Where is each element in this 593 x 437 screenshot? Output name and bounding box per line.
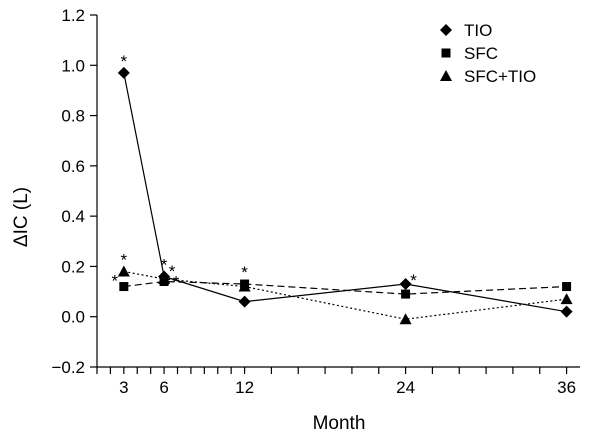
x-axis-ticks: 3 6 12 24 36 [96, 367, 576, 397]
legend-label: SFC [464, 44, 498, 63]
y-tick-label: 0.2 [61, 257, 85, 276]
significance-star: * [161, 255, 168, 274]
series-sfc-tio [117, 265, 573, 325]
legend-triangle-marker [440, 70, 452, 81]
series-line-tio [123, 72, 567, 313]
significance-star: * [121, 250, 128, 269]
y-tick-label: 1.0 [61, 56, 85, 75]
y-tick-label: 0.6 [61, 157, 85, 176]
axes: −0.20.00.20.40.60.81.01.2 3 6 12 24 36 [51, 6, 580, 397]
x-tick-label: 12 [235, 378, 254, 397]
significance-star: * [169, 262, 176, 281]
square-marker [401, 289, 411, 299]
legend: TIO SFC SFC+TIO [440, 21, 536, 86]
triangle-marker [560, 293, 573, 305]
triangle-marker [238, 280, 251, 292]
series-tio [117, 66, 573, 318]
square-marker [562, 282, 572, 292]
significance-star: * [241, 263, 248, 282]
x-tick-label: 24 [396, 378, 415, 397]
series-sfc [119, 277, 572, 299]
diamond-marker [117, 66, 130, 79]
significance-annotations: **** ** * * [112, 52, 418, 292]
triangle-marker [158, 273, 171, 284]
data-series [117, 66, 573, 325]
diamond-marker [560, 305, 573, 318]
x-tick-label: 6 [159, 378, 168, 397]
legend-label: TIO [464, 21, 492, 40]
y-tick-label: 0.4 [61, 207, 85, 226]
triangle-marker [399, 313, 412, 325]
significance-star: * [121, 52, 128, 71]
significance-star: * [173, 273, 180, 292]
legend-diamond-marker [440, 24, 452, 36]
y-tick-label: −0.2 [51, 358, 85, 377]
y-axis-ticks: −0.2 0.0 0.2 0.4 0.6 0.8 1.0 1.2 [51, 6, 97, 377]
significance-star: * [112, 272, 119, 291]
x-axis-label: Month [313, 413, 366, 434]
x-tick-label: 36 [557, 378, 576, 397]
square-marker [119, 282, 129, 292]
legend-square-marker [441, 48, 451, 58]
diamond-marker [399, 278, 412, 291]
y-tick-label: 0.8 [61, 107, 85, 126]
triangle-marker [117, 265, 130, 277]
x-tick-label: 3 [119, 378, 128, 397]
legend-label: SFC+TIO [464, 67, 536, 86]
y-axis-label: ΔIC (L) [11, 187, 32, 247]
significance-star: * [410, 271, 417, 290]
series-line-sfc [123, 280, 567, 295]
y-tick-label: 0.0 [61, 308, 85, 327]
diamond-marker [238, 295, 251, 308]
series-line-sfc-tio [123, 270, 567, 320]
y-tick-label: 1.2 [61, 6, 85, 25]
